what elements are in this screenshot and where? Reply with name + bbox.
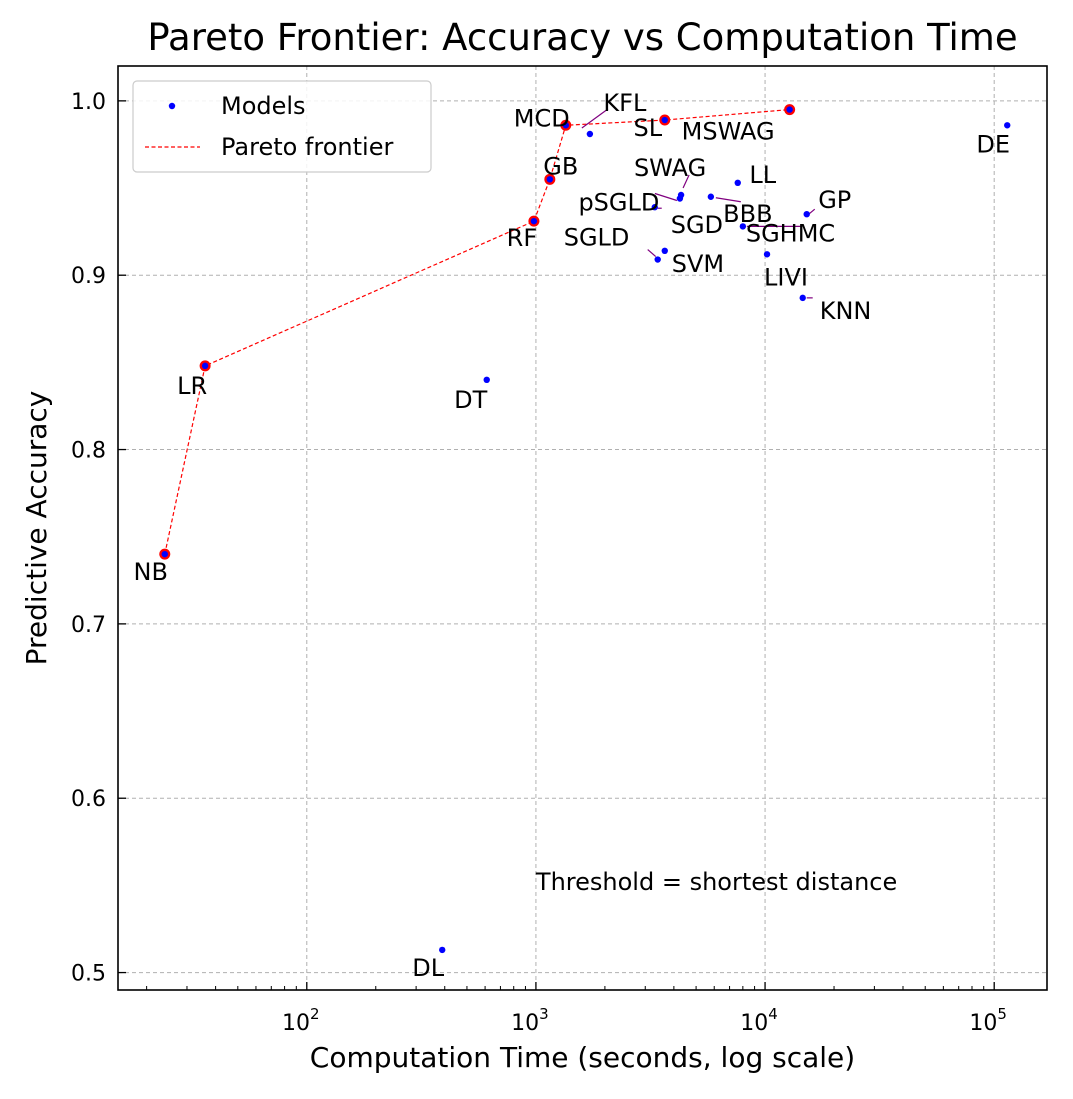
threshold-annotation: Threshold = shortest distance <box>535 868 897 896</box>
leader-sgld <box>647 249 657 257</box>
y-tick-label: 1.0 <box>71 90 106 115</box>
label-sl: SL <box>633 114 662 142</box>
model-point-dl <box>439 946 446 954</box>
legend-marker-models <box>168 102 176 110</box>
model-point-gp <box>803 210 810 218</box>
model-point-rf <box>530 217 538 225</box>
x-tick-label: 104 <box>740 1005 778 1036</box>
label-knn: KNN <box>820 297 872 325</box>
label-bbb: BBB <box>723 200 772 228</box>
model-point-gb <box>546 176 554 183</box>
y-tick-label: 0.6 <box>71 787 106 812</box>
y-tick-label: 0.8 <box>71 439 106 464</box>
label-de: DE <box>976 130 1010 158</box>
y-tick-label: 0.7 <box>71 613 106 638</box>
label-lr: LR <box>177 372 207 400</box>
label-mcd: MCD <box>514 104 570 132</box>
y-tick-label: 0.9 <box>71 264 106 289</box>
model-point-dt <box>483 376 490 384</box>
label-ll: LL <box>749 161 776 189</box>
label-kfl: KFL <box>603 89 647 117</box>
leader-lines-layer <box>581 108 816 299</box>
label-rf: RF <box>507 224 537 252</box>
model-point-livi <box>763 251 771 258</box>
model-point-kfl <box>586 130 594 138</box>
label-gp: GP <box>818 186 851 214</box>
legend-box <box>132 80 432 173</box>
leader-bbb <box>715 197 741 203</box>
ticks-layer: 0.5 0.6 0.7 0.8 0.9 1.0 102 103 104 105 <box>71 90 1007 1036</box>
label-nb: NB <box>134 558 168 586</box>
model-point-sl <box>661 116 668 124</box>
legend-label: Models <box>221 92 306 120</box>
model-point-sgd <box>651 204 658 211</box>
model-point-sghmc <box>739 223 747 230</box>
model-point-lr <box>201 362 209 370</box>
model-point-de <box>1004 122 1011 129</box>
points-layer <box>161 106 1011 954</box>
model-point-mcd <box>562 122 569 129</box>
x-tick-label: 102 <box>282 1005 320 1036</box>
plot-frame <box>117 65 1048 991</box>
x-tick-exponent: 4 <box>768 1005 778 1023</box>
model-point-sgld <box>654 256 661 263</box>
label-sghmc: SGHMC <box>746 219 835 247</box>
model-point-psgld <box>676 195 684 202</box>
y-axis-label: Predictive Accuracy <box>20 391 53 666</box>
x-axis-label: Computation Time (seconds, log scale) <box>310 1041 855 1074</box>
label-mswag: MSWAG <box>682 118 775 146</box>
x-tick-exponent: 3 <box>539 1005 549 1023</box>
label-sgld: SGLD <box>564 224 630 252</box>
model-point-ll <box>734 179 741 187</box>
label-svm: SVM <box>672 250 724 278</box>
model-point-nb <box>161 550 168 558</box>
leader-psgld <box>654 192 678 202</box>
model-point-bbb <box>707 193 715 200</box>
label-gb: GB <box>543 152 578 180</box>
label-sgd: SGD <box>671 211 723 239</box>
model-point-mswag <box>786 106 793 113</box>
x-tick-exponent: 5 <box>997 1005 1007 1023</box>
leader-swag <box>682 174 690 189</box>
label-livi: LIVI <box>764 263 808 291</box>
x-tick-label: 103 <box>511 1005 549 1036</box>
x-tick-label: 105 <box>969 1005 1007 1036</box>
label-dt: DT <box>454 386 487 414</box>
label-dl: DL <box>412 954 444 982</box>
leader-kfl <box>581 108 609 129</box>
x-tick-exponent: 2 <box>310 1005 320 1023</box>
model-point-svm <box>661 247 668 254</box>
chart-title: Pareto Frontier: Accuracy vs Computation… <box>147 16 1017 59</box>
y-tick-label: 0.5 <box>71 962 106 987</box>
model-point-knn <box>799 294 806 302</box>
label-psgld: pSGLD <box>578 188 659 216</box>
label-swag: SWAG <box>634 154 706 182</box>
legend-label: Pareto frontier <box>221 133 393 161</box>
legend: Models Pareto frontier <box>132 80 432 173</box>
